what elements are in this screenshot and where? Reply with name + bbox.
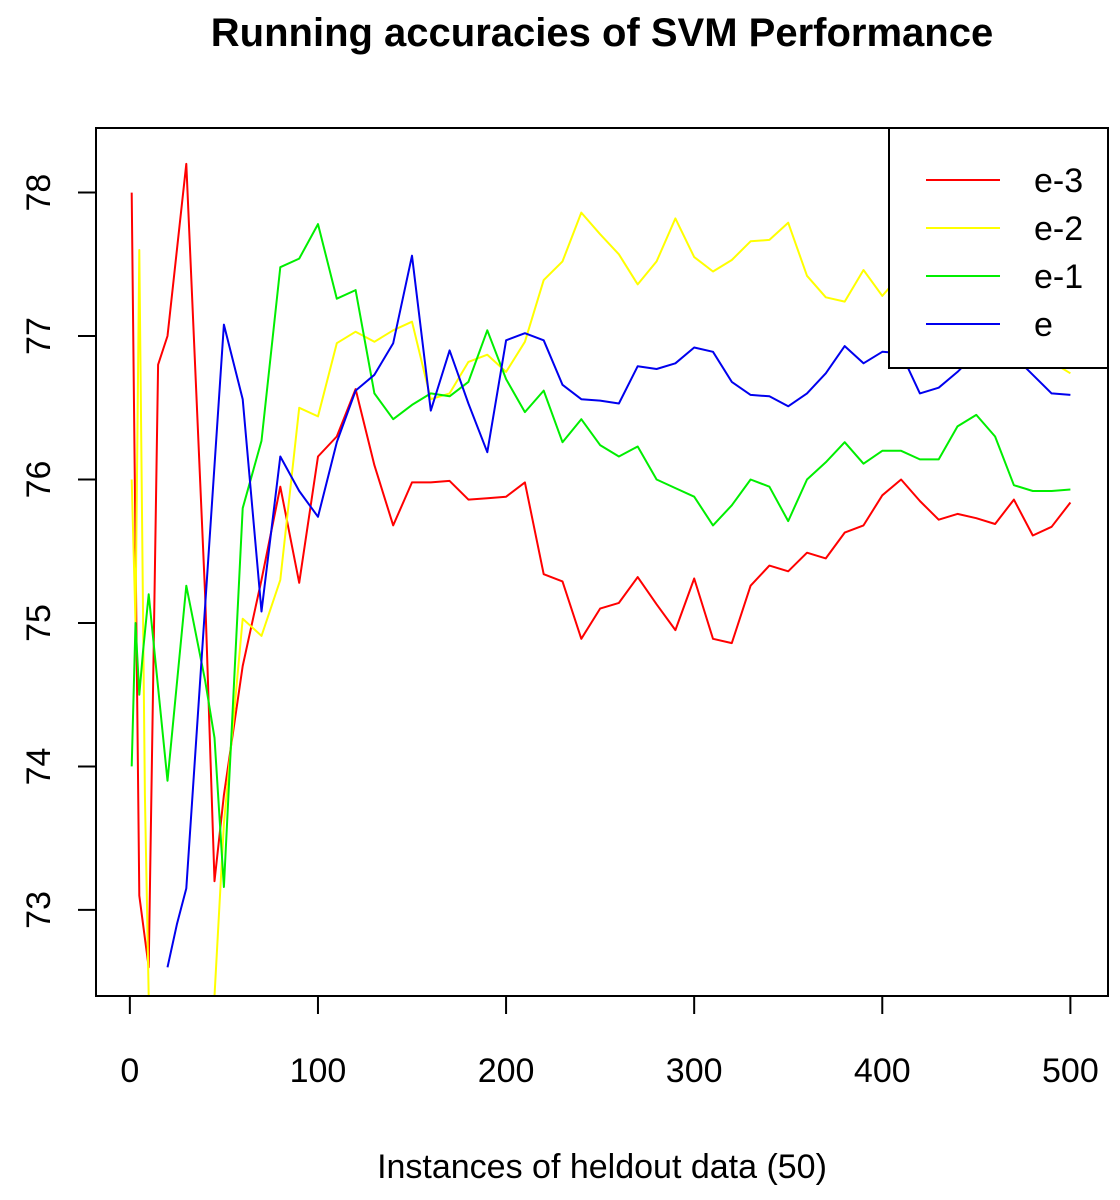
legend-label: e-3: [1034, 162, 1083, 200]
x-tick-label: 400: [854, 1052, 911, 1090]
y-tick-label: 76: [20, 461, 58, 499]
x-tick-label: 500: [1042, 1052, 1099, 1090]
x-tick-label: 100: [290, 1052, 347, 1090]
legend-label: e: [1034, 306, 1053, 344]
x-tick-label: 300: [666, 1052, 723, 1090]
legend-label: e-1: [1034, 258, 1083, 296]
y-tick-label: 75: [20, 604, 58, 642]
legend-label: e-2: [1034, 210, 1083, 248]
y-tick-label: 73: [20, 891, 58, 929]
y-axis: 73 74 75 76 77 78: [20, 174, 97, 929]
chart-title: Running accuracies of SVM Performance: [211, 11, 993, 55]
y-tick-label: 74: [20, 748, 58, 786]
x-tick-label: 0: [120, 1052, 139, 1090]
series-line-2: [130, 223, 1071, 888]
x-axis: 0 100 200 300 400 500: [120, 995, 1099, 1090]
x-tick-label: 200: [478, 1052, 535, 1090]
y-tick-label: 77: [20, 317, 58, 355]
series-line-0: [130, 162, 1072, 969]
legend: e-3 e-2 e-1 e: [888, 127, 1109, 369]
series-line-3: [166, 254, 1071, 968]
y-tick-label: 78: [20, 174, 58, 212]
legend-frame: [888, 127, 1109, 369]
x-axis-label: Instances of heldout data (50): [377, 1148, 827, 1186]
